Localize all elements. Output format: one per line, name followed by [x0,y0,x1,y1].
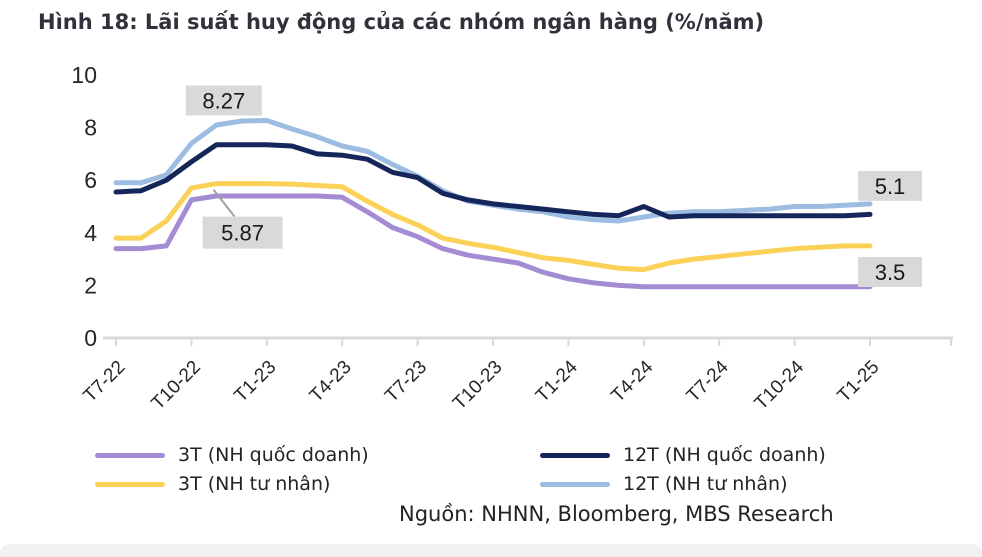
x-axis-label: T1-23 [230,357,280,407]
annotation-value: 3.5 [875,260,906,285]
annotation-box [858,170,922,201]
x-axis-label: T1-25 [834,357,884,407]
y-axis-label: 4 [84,220,97,246]
y-axis-label: 0 [84,325,97,351]
annotation-box [202,216,283,249]
x-axis-label: T4-23 [306,357,356,407]
annotation-value: 5.1 [875,174,906,199]
legend-item-3t-tu-nhan: 3T (NH tư nhân) [95,473,540,495]
x-axis-label: T10-23 [449,357,506,414]
legend-swatch-3t-tu-nhan [95,481,165,487]
y-axis-label: 2 [84,272,97,298]
legend-swatch-12t-quoc-doanh [540,452,610,458]
x-axis-label: T4-24 [607,356,657,406]
legend: 3T (NH quốc doanh) 3T (NH tư nhân) 12T (… [95,444,826,495]
next-card-edge [0,544,982,557]
y-axis-label: 6 [84,167,97,193]
source-text: NHNN, Bloomberg, MBS Research [481,502,834,526]
legend-item-12t-tu-nhan: 12T (NH tư nhân) [540,473,826,495]
x-axis-label: T7-23 [381,357,431,407]
legend-swatch-12t-tu-nhan [540,481,610,487]
x-axis-label: T10-22 [148,357,205,414]
legend-column-right: 12T (NH quốc doanh) 12T (NH tư nhân) [540,444,826,495]
x-axis-label: T7-24 [683,356,733,406]
series-line-1 [113,181,873,273]
x-axis-label: T10-24 [751,356,809,414]
legend-label-3t-tu-nhan: 3T (NH tư nhân) [178,473,331,495]
legend-label-12t-tu-nhan: 12T (NH tư nhân) [623,473,788,495]
legend-item-12t-quoc-doanh: 12T (NH quốc doanh) [540,444,826,466]
series-line-0 [113,193,873,290]
annotation-leader-line [212,189,236,218]
legend-column-left: 3T (NH quốc doanh) 3T (NH tư nhân) [95,444,540,495]
legend-swatch-3t-quoc-doanh [95,452,165,458]
x-axis-label: T7-22 [80,357,130,407]
annotation-value: 5.87 [221,221,264,246]
figure-title: Hình 18: Lãi suất huy động của các nhóm … [38,10,765,34]
y-axis-label: 8 [84,115,97,141]
source-prefix: Nguồn: [399,502,475,526]
series-line-2 [113,142,873,220]
annotation-box [858,256,922,287]
annotation-value: 8.27 [202,88,245,113]
legend-item-3t-quoc-doanh: 3T (NH quốc doanh) [95,444,540,466]
x-axis-label: T1-24 [532,356,582,406]
annotation-box [185,85,262,116]
source-note: Nguồn: NHNN, Bloomberg, MBS Research [399,502,834,526]
legend-label-12t-quoc-doanh: 12T (NH quốc doanh) [623,444,826,466]
y-axis-label: 10 [71,62,97,88]
legend-label-3t-quoc-doanh: 3T (NH quốc doanh) [178,444,369,466]
